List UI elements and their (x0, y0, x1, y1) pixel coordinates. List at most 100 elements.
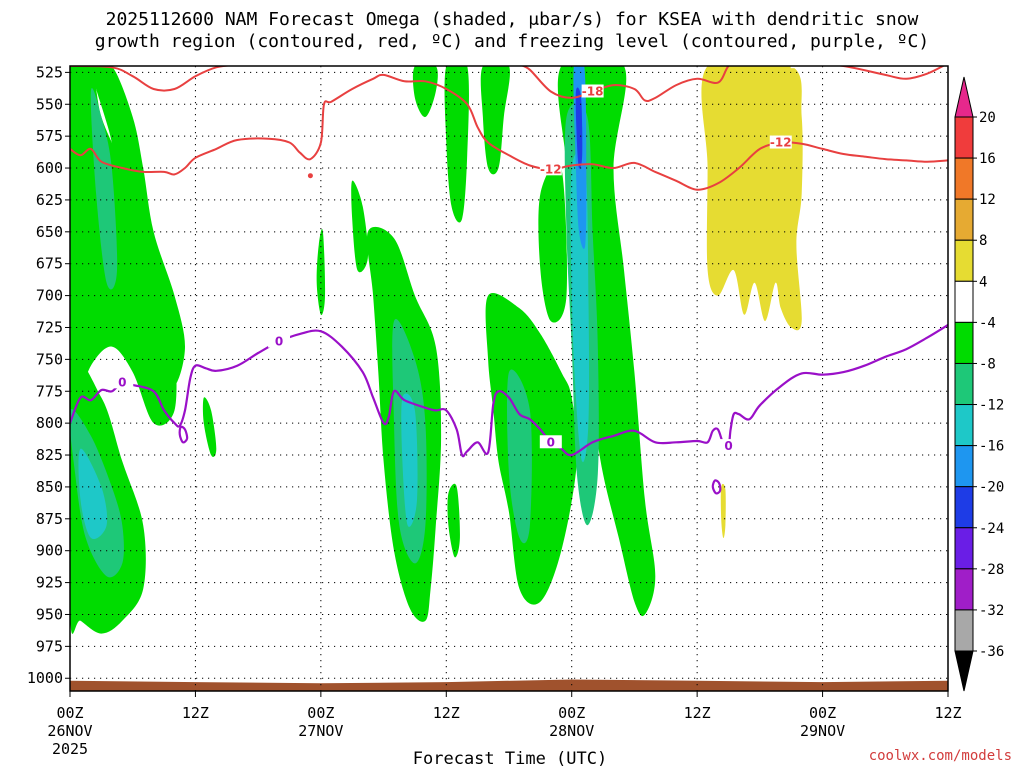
x-tick-label-0: 00Z (56, 704, 83, 722)
dgz-contour-1 (70, 66, 234, 92)
colorbar-band-12 (954, 609, 974, 652)
freezing-label-1-bg (539, 435, 562, 449)
dgz-label-12-a-bg (539, 162, 562, 176)
dgz-label-12-b-bg (769, 135, 792, 149)
colorbar-band-9 (954, 486, 974, 529)
colorbar-label-0: 20 (979, 110, 996, 126)
dgz-label-18-a: -18 (582, 85, 604, 99)
freezing-label-2-bg (717, 439, 740, 453)
omega-region-12 (538, 162, 568, 323)
dgz-contour-2 (520, 66, 946, 102)
x-tick-date-0: 26NOV (47, 722, 92, 740)
omega-region-24 (701, 66, 803, 331)
colorbar-label-6: -8 (979, 356, 996, 372)
grid-lines (70, 66, 948, 691)
colorbar-band-3 (954, 239, 974, 282)
colorbar-label-9: -20 (979, 480, 1004, 496)
omega-region-25 (720, 483, 726, 539)
freezing-label-left-bg (111, 375, 134, 389)
plot-frame (69, 65, 949, 692)
omega-region-23 (575, 87, 583, 169)
colorbar-label-11: -28 (979, 562, 1004, 578)
y-tick-label-775: 775 (36, 382, 63, 400)
y-tick-label-800: 800 (36, 414, 63, 432)
x-tick-date-48: 28NOV (549, 722, 594, 740)
y-tick-label-625: 625 (36, 191, 63, 209)
y-tick-label-875: 875 (36, 510, 63, 528)
terrain-fill (70, 679, 948, 691)
x-tick-label-72: 00Z (809, 704, 836, 722)
omega-shading-layer (70, 66, 803, 634)
omega-region-19 (78, 448, 108, 540)
x-tick-date-24: 27NOV (298, 722, 343, 740)
omega-region-5 (351, 180, 369, 273)
x-tick-label-36: 12Z (433, 704, 460, 722)
y-tick-label-975: 975 (36, 637, 63, 655)
freezing-label-0: 0 (275, 335, 283, 349)
credit-text: coolwx.com/models (869, 748, 1012, 764)
y-tick-label-850: 850 (36, 478, 63, 496)
y-tick-label-725: 725 (36, 318, 63, 336)
contour-layer: -12 -12 -18 -18 0 0 0 0 (70, 55, 948, 495)
freezing-level-contour (70, 323, 948, 458)
freezing-label-0-bg (268, 334, 291, 348)
x-tick-date-72: 29NOV (800, 722, 845, 740)
chart-title-line2: growth region (contoured, red, ºC) and f… (95, 31, 929, 52)
y-tick-label-900: 900 (36, 542, 63, 560)
omega-region-8 (444, 66, 469, 223)
freezing-label-left: 0 (118, 375, 126, 389)
y-axis: 525 550 575 600 625 650 675 700 725 750 775 800 825 8… (27, 63, 70, 687)
colorbar-bottom-arrow (954, 650, 974, 692)
colorbar-band-4 (954, 280, 974, 323)
colorbar: 20 16 12 8 4 -4 -8 -12 -16 -20 -24 -28 -32 -36 (954, 76, 1004, 692)
y-tick-label-950: 950 (36, 605, 63, 623)
x-tick-label-84: 12Z (934, 704, 961, 722)
colorbar-band-6 (954, 362, 974, 406)
x-axis-title: Forecast Time (UTC) (413, 749, 607, 768)
colorbar-label-8: -16 (979, 439, 1004, 455)
x-tick-year-0: 2025 (52, 740, 88, 758)
dgz-label-12-b: -12 (770, 136, 792, 150)
colorbar-label-3: 8 (979, 233, 987, 249)
omega-region-10 (480, 66, 510, 175)
freezing-label-2: 0 (724, 439, 732, 453)
colorbar-label-7: -12 (979, 398, 1004, 414)
colorbar-label-2: 12 (979, 192, 996, 208)
y-tick-label-825: 825 (36, 446, 63, 464)
y-tick-label-575: 575 (36, 127, 63, 145)
terrain-layer (70, 679, 948, 691)
dgz-label-18-a-bg (581, 84, 604, 98)
y-tick-label-700: 700 (36, 287, 63, 305)
y-tick-label-650: 650 (36, 223, 63, 241)
x-tick-label-48: 00Z (558, 704, 585, 722)
y-tick-label-600: 600 (36, 159, 63, 177)
omega-region-15 (90, 88, 118, 290)
chart-title-line1: 2025112600 NAM Forecast Omega (shaded, μ… (106, 9, 919, 30)
omega-region-17 (506, 369, 532, 544)
colorbar-label-1: 16 (979, 151, 996, 167)
colorbar-top-arrow (954, 76, 974, 118)
colorbar-band-11 (954, 568, 974, 611)
colorbar-band-2 (954, 198, 974, 241)
colorbar-band-1 (954, 157, 974, 200)
omega-region-4 (316, 229, 326, 316)
freezing-level-loop-1 (711, 479, 722, 495)
colorbar-label-12: -32 (979, 603, 1004, 619)
x-tick-label-12: 12Z (182, 704, 209, 722)
colorbar-label-5: -4 (979, 315, 996, 331)
freezing-label-1: 0 (547, 435, 555, 449)
y-tick-label-750: 750 (36, 350, 63, 368)
colorbar-band-10 (954, 527, 974, 570)
y-tick-label-925: 925 (36, 574, 63, 592)
dgz-label-12-a: -12 (540, 162, 562, 176)
colorbar-band-5 (954, 321, 974, 364)
omega-region-2 (90, 66, 185, 385)
colorbar-label-4: 4 (979, 274, 987, 290)
dgz-label-18-b: -18 (791, 55, 813, 69)
omega-region-20 (401, 393, 418, 527)
omega-region-9 (447, 483, 460, 558)
y-tick-label-550: 550 (36, 95, 63, 113)
y-tick-label-675: 675 (36, 255, 63, 273)
